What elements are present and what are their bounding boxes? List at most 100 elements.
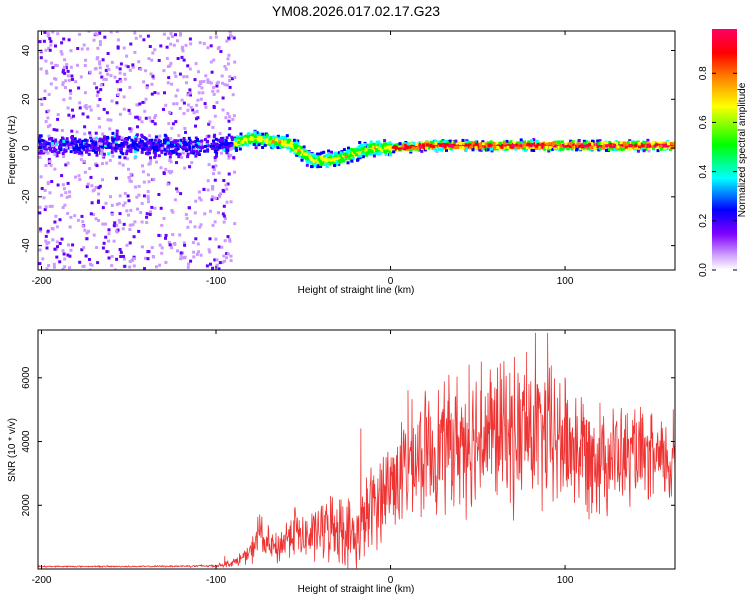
spectrogram-cell	[276, 134, 280, 138]
spectrogram-cell	[43, 147, 47, 150]
spectrogram-cell	[344, 152, 348, 156]
spectrogram-cell	[205, 264, 209, 268]
spectrogram-cell	[205, 135, 209, 138]
spectrogram-cell	[58, 140, 62, 144]
spectrogram-cell	[122, 107, 126, 111]
spectrogram-cell	[189, 259, 193, 263]
spectrogram-cell	[100, 146, 104, 150]
spectrogram-cell	[582, 139, 586, 143]
spectrogram-cell	[63, 265, 67, 269]
spectrogram-cell	[420, 149, 424, 153]
spectrogram-cell	[180, 156, 184, 159]
spectrogram-cell	[147, 162, 151, 166]
spectrogram-cell	[229, 153, 233, 157]
spectrogram-cell	[45, 110, 49, 114]
spectrogram-cell	[96, 56, 100, 60]
spectrogram-cell	[625, 147, 629, 151]
spectrogram-cell	[142, 180, 146, 184]
spectrogram-cell	[38, 136, 42, 140]
spectrogram-cell	[222, 148, 226, 152]
spectrogram-cell	[176, 147, 180, 151]
spectrogram-cell	[128, 241, 132, 245]
spectrogram-cell	[149, 156, 152, 160]
spectrogram-cell	[235, 148, 238, 152]
spectrogram-cell	[333, 157, 336, 161]
spectrogram-cell	[307, 160, 311, 164]
spectrogram-cell	[110, 203, 114, 207]
spectrogram-cell	[208, 237, 212, 241]
spectrogram-cell	[250, 138, 254, 141]
spectrogram-cell	[218, 138, 222, 142]
spectrogram-cell	[39, 229, 42, 233]
spectrogram-cell	[48, 191, 52, 195]
spectrogram-cell	[503, 141, 507, 145]
spectrogram-cell	[543, 147, 547, 151]
spectrogram-cell	[79, 158, 83, 161]
spectrogram-cell	[128, 228, 132, 231]
spectrogram-cell	[186, 152, 190, 156]
spectrogram-cell	[162, 69, 166, 73]
spectrogram-cell	[205, 149, 209, 153]
spectrogram-cell	[201, 145, 205, 149]
spectrogram-cell	[150, 205, 154, 209]
spectrogram-cell	[88, 131, 92, 135]
spectrogram-cell	[162, 107, 165, 111]
spectrogram-cell	[194, 143, 198, 147]
spectrogram-cell	[44, 48, 48, 52]
spectrogram-cell	[612, 141, 616, 144]
spectrogram-cell	[159, 44, 163, 48]
spectrogram-cell	[81, 142, 84, 146]
spectrogram-cell	[203, 149, 207, 153]
spectrogram-cell	[61, 152, 65, 155]
spectrogram-cell	[421, 141, 425, 145]
spectrogram-cell	[93, 82, 96, 85]
spectrogram-cell	[148, 116, 152, 120]
spectrogram-cell	[227, 172, 231, 176]
spectrogram-cell	[70, 116, 73, 120]
spectrogram-cell	[496, 146, 500, 149]
spectrogram-cell	[333, 164, 337, 167]
spectrogram-cell	[146, 34, 150, 38]
spectrogram-cell	[372, 145, 376, 148]
spectrogram-cell	[69, 150, 73, 154]
spectrogram-cell	[188, 88, 192, 92]
spectrogram-cell	[316, 165, 320, 169]
spectrogram-cell	[147, 57, 151, 61]
spectrogram-cell	[162, 32, 166, 36]
spectrogram-cell	[359, 154, 363, 158]
spectrogram-cell	[342, 148, 346, 152]
spectrogram-cell	[79, 143, 83, 147]
spectrogram-cell	[110, 264, 114, 268]
spectrogram-cell	[101, 222, 105, 226]
spectrogram-cell	[454, 139, 458, 143]
spectrogram-cell	[577, 147, 581, 151]
spectrogram-cell	[369, 140, 373, 144]
spectrogram-cell	[68, 96, 72, 100]
spectrogram-cell	[147, 250, 151, 254]
spectrogram-cell	[160, 150, 164, 154]
spectrogram-cell	[69, 248, 73, 252]
spectrogram-cell	[583, 146, 586, 150]
spectrogram-cell	[110, 213, 114, 217]
spectrogram-cell	[307, 151, 311, 155]
spectrogram-cell	[400, 144, 404, 148]
spectrogram-cell	[176, 88, 180, 92]
spectrogram-cell	[193, 211, 197, 215]
spectrogram-cell	[508, 141, 512, 145]
spectrogram-cell	[147, 180, 151, 184]
spectrogram-cell	[225, 136, 229, 140]
spectrogram-cell	[81, 220, 85, 224]
spectrogram-cell	[327, 156, 331, 160]
spectrogram-cell	[70, 129, 74, 133]
spectrogram-cell	[153, 148, 156, 152]
spectrogram-cell	[45, 246, 49, 250]
spectrogram-cell	[56, 32, 60, 36]
spectrogram-cell	[108, 158, 112, 162]
spectrogram-cell	[613, 143, 616, 147]
spectrogram-cell	[78, 106, 82, 110]
spectrogram-cell	[423, 148, 427, 152]
spectrogram-cell	[171, 140, 175, 144]
spectrogram-cell	[53, 247, 57, 251]
spectrogram-cell	[323, 157, 327, 161]
y-tick-label: 0	[21, 145, 32, 151]
